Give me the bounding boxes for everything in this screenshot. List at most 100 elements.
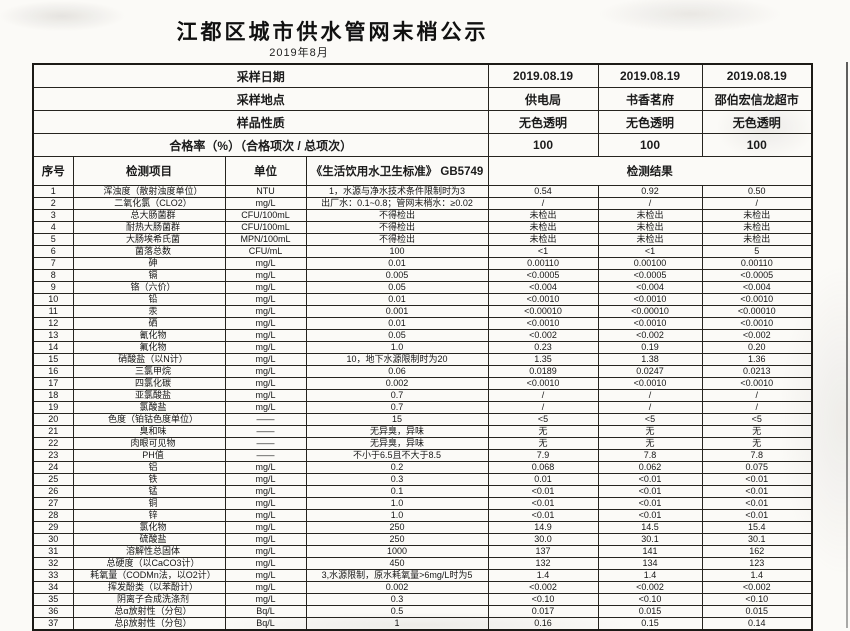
cell-r2: <0.0010 <box>597 317 703 330</box>
sampling-location-value: 供电局 <box>487 87 599 111</box>
cell-item: 耗氧量（CODMn法，以O2计） <box>72 569 226 582</box>
cell-standard: 无异臭，异味 <box>305 437 489 450</box>
table-row: 37 总β放射性（分包） Bq/L 1 0.16 0.15 0.14 <box>32 617 813 631</box>
cell-unit: mg/L <box>224 389 307 402</box>
cell-item: 菌落总数 <box>72 245 226 258</box>
cell-r3: <0.002 <box>701 329 813 342</box>
table-row: 5 大肠埃希氏菌 MPN/100mL 不得检出 未检出 未检出 未检出 <box>32 233 813 246</box>
column-header-row: 序号 检测项目 单位 《生活饮用水卫生标准》 GB5749 检测结果 <box>32 156 813 186</box>
cell-r3: 无 <box>701 437 813 450</box>
cell-standard: 3,水源限制，原水耗氧量>6mg/L时为5 <box>305 569 489 582</box>
cell-item: 臭和味 <box>72 425 226 438</box>
cell-unit: mg/L <box>224 545 307 558</box>
sampling-location-label: 采样地点 <box>32 87 489 111</box>
cell-no: 21 <box>32 425 74 438</box>
cell-unit: mg/L <box>224 593 307 606</box>
cell-r3: <0.01 <box>701 485 813 498</box>
cell-item: 锌 <box>72 509 226 522</box>
cell-r3: <0.0010 <box>701 293 813 306</box>
cell-r2: <1 <box>597 245 703 258</box>
cell-standard: 1 <box>305 617 489 631</box>
cell-r1: 0.017 <box>487 605 599 618</box>
table-row: 4 耐热大肠菌群 CFU/100mL 不得检出 未检出 未检出 未检出 <box>32 221 813 234</box>
cell-standard: 10，地下水源限制时为20 <box>305 353 489 366</box>
cell-item: 硒 <box>72 317 226 330</box>
sampling-location-value: 邵伯宏信龙超市 <box>701 87 813 111</box>
pass-rate-label: 合格率（%）（合格项次 / 总项次） <box>32 133 489 157</box>
pass-rate-value: 100 <box>701 133 813 157</box>
cell-unit: mg/L <box>224 569 307 582</box>
cell-r1: <0.01 <box>487 497 599 510</box>
cell-no: 30 <box>32 533 74 546</box>
cell-r3: / <box>701 197 813 210</box>
cell-item: 色度（铂钴色度单位） <box>72 413 226 426</box>
cell-r3: <0.10 <box>701 593 813 606</box>
cell-r1: 0.00110 <box>487 257 599 270</box>
cell-standard: 0.3 <box>305 473 489 486</box>
pass-rate-value: 100 <box>597 133 703 157</box>
cell-standard: 0.3 <box>305 593 489 606</box>
cell-r2: 7.8 <box>597 449 703 462</box>
cell-no: 20 <box>32 413 74 426</box>
cell-r2: 1.38 <box>597 353 703 366</box>
sampling-location-value: 书香茗府 <box>597 87 703 111</box>
cell-r2: <0.0005 <box>597 269 703 282</box>
cell-item: 氯酸盐 <box>72 401 226 414</box>
cell-standard: 1000 <box>305 545 489 558</box>
cell-no: 10 <box>32 293 74 306</box>
cell-r3: 未检出 <box>701 233 813 246</box>
cell-no: 18 <box>32 389 74 402</box>
cell-r1: 0.01 <box>487 473 599 486</box>
cell-r2: 0.92 <box>597 185 703 198</box>
cell-r1: <0.002 <box>487 329 599 342</box>
table-row: 17 四氯化碳 mg/L 0.002 <0.0010 <0.0010 <0.0010 <box>32 377 813 390</box>
cell-standard: 不得检出 <box>305 209 489 222</box>
pass-rate-row: 合格率（%）（合格项次 / 总项次） 100 100 100 <box>32 133 813 157</box>
cell-r1: 0.54 <box>487 185 599 198</box>
cell-no: 34 <box>32 581 74 594</box>
cell-standard: 0.002 <box>305 581 489 594</box>
cell-r2: 未检出 <box>597 209 703 222</box>
cell-r1: <0.10 <box>487 593 599 606</box>
cell-r3: 1.4 <box>701 569 813 582</box>
cell-r2: 0.15 <box>597 617 703 631</box>
cell-r3: <0.0010 <box>701 317 813 330</box>
cell-r1: / <box>487 197 599 210</box>
cell-unit: mg/L <box>224 341 307 354</box>
cell-r3: 7.8 <box>701 449 813 462</box>
cell-unit: mg/L <box>224 305 307 318</box>
cell-standard: 1，水源与净水技术条件限制时为3 <box>305 185 489 198</box>
cell-item: PH值 <box>72 449 226 462</box>
cell-r3: <0.0005 <box>701 269 813 282</box>
cell-unit: mg/L <box>224 473 307 486</box>
table-row: 34 挥发酚类（以苯酚计） mg/L 0.002 <0.002 <0.002 <0.002 <box>32 581 813 594</box>
table-row: 8 镉 mg/L 0.005 <0.0005 <0.0005 <0.0005 <box>32 269 813 282</box>
cell-r1: 0.068 <box>487 461 599 474</box>
cell-unit: mg/L <box>224 509 307 522</box>
table-row: 26 锰 mg/L 0.1 <0.01 <0.01 <0.01 <box>32 485 813 498</box>
cell-r3: 无 <box>701 425 813 438</box>
table-row: 30 硫酸盐 mg/L 250 30.0 30.1 30.1 <box>32 533 813 546</box>
cell-r2: 0.062 <box>597 461 703 474</box>
sample-nature-row: 样品性质 无色透明 无色透明 无色透明 <box>32 110 813 134</box>
cell-no: 1 <box>32 185 74 198</box>
cell-r3: 30.1 <box>701 533 813 546</box>
cell-item: 铅 <box>72 293 226 306</box>
cell-r1: 未检出 <box>487 233 599 246</box>
cell-r2: 0.0247 <box>597 365 703 378</box>
cell-standard: 250 <box>305 533 489 546</box>
cell-standard: 0.05 <box>305 329 489 342</box>
table-row: 19 氯酸盐 mg/L 0.7// / <box>32 401 813 414</box>
table-row: 7 砷 mg/L 0.01 0.00110 0.00100 0.00110 <box>32 257 813 270</box>
cell-standard: 250 <box>305 521 489 534</box>
table-row: 21 臭和味 —— 无异臭，异味无无无 <box>32 425 813 438</box>
table-row: 9 铬（六价） mg/L 0.05 <0.004 <0.004 <0.004 <box>32 281 813 294</box>
cell-item: 二氧化氯（CLO2） <box>72 197 226 210</box>
cell-r1: <5 <box>487 413 599 426</box>
cell-r3: 1.36 <box>701 353 813 366</box>
cell-r3: <0.01 <box>701 473 813 486</box>
cell-r2: <0.10 <box>597 593 703 606</box>
cell-no: 14 <box>32 341 74 354</box>
cell-standard: 0.5 <box>305 605 489 618</box>
cell-unit: mg/L <box>224 401 307 414</box>
